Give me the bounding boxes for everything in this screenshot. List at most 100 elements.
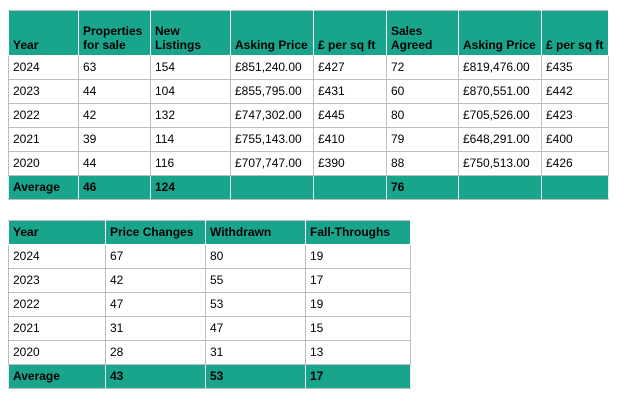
cell-asking-price-2: £870,551.00 [458, 79, 542, 104]
cell-year: 2023 [8, 268, 106, 293]
cell-price-per-sqft: £390 [313, 151, 387, 176]
table-row: 2021 31 47 15 [8, 316, 411, 341]
header-properties-for-sale: Properties for sale [78, 10, 151, 56]
cell-price-per-sqft: £427 [313, 55, 387, 80]
cell-price-changes: 42 [105, 268, 206, 293]
cell-sales-agreed: 72 [386, 55, 459, 80]
cell-avg-properties: 46 [78, 175, 151, 200]
cell-year: 2021 [8, 127, 79, 152]
cell-asking-price: £851,240.00 [230, 55, 314, 80]
header-sales-agreed: Sales Agreed [386, 10, 459, 56]
cell-avg-asking-price [230, 175, 314, 200]
cell-avg-new-listings: 124 [150, 175, 231, 200]
cell-asking-price-2: £705,526.00 [458, 103, 542, 128]
cell-year: 2024 [8, 55, 79, 80]
cell-withdrawn: 80 [205, 244, 306, 269]
cell-price-changes: 31 [105, 316, 206, 341]
cell-price-per-sqft: £431 [313, 79, 387, 104]
cell-price-per-sqft: £410 [313, 127, 387, 152]
header-asking-price: Asking Price [230, 10, 314, 56]
cell-avg-fall-throughs: 17 [305, 364, 411, 389]
property-sales-table: Year Properties for sale New Listings As… [8, 10, 609, 200]
cell-avg-withdrawn: 53 [205, 364, 306, 389]
cell-year: 2022 [8, 103, 79, 128]
cell-price-changes: 47 [105, 292, 206, 317]
cell-sales-agreed: 80 [386, 103, 459, 128]
cell-price-per-sqft-2: £426 [541, 151, 609, 176]
cell-withdrawn: 55 [205, 268, 306, 293]
cell-year: 2021 [8, 316, 106, 341]
cell-asking-price: £755,143.00 [230, 127, 314, 152]
header-year: Year [8, 10, 79, 56]
cell-fall-throughs: 19 [305, 244, 411, 269]
average-row: Average 46 124 76 [8, 175, 609, 200]
cell-new-listings: 154 [150, 55, 231, 80]
table-row: 2022 47 53 19 [8, 292, 411, 317]
cell-fall-throughs: 17 [305, 268, 411, 293]
cell-asking-price: £747,302.00 [230, 103, 314, 128]
cell-average-label: Average [8, 175, 79, 200]
table-row: 2021 39 114 £755,143.00 £410 79 £648,291… [8, 127, 609, 152]
table-row: 2023 44 104 £855,795.00 £431 60 £870,551… [8, 79, 609, 104]
cell-price-changes: 67 [105, 244, 206, 269]
header-price-per-sqft-2: £ per sq ft [541, 10, 609, 56]
header-asking-price-2: Asking Price [458, 10, 542, 56]
cell-avg-price-changes: 43 [105, 364, 206, 389]
cell-withdrawn: 53 [205, 292, 306, 317]
cell-avg-price-per-sqft [313, 175, 387, 200]
market-activity-table: Year Price Changes Withdrawn Fall-Throug… [8, 220, 411, 389]
cell-year: 2024 [8, 244, 106, 269]
cell-properties: 44 [78, 151, 151, 176]
cell-withdrawn: 47 [205, 316, 306, 341]
cell-new-listings: 116 [150, 151, 231, 176]
cell-price-per-sqft-2: £442 [541, 79, 609, 104]
cell-year: 2022 [8, 292, 106, 317]
header-fall-throughs: Fall-Throughs [305, 220, 411, 245]
cell-fall-throughs: 19 [305, 292, 411, 317]
document-page: Year Properties for sale New Listings As… [8, 10, 609, 389]
table-row: 2022 42 132 £747,302.00 £445 80 £705,526… [8, 103, 609, 128]
cell-asking-price-2: £648,291.00 [458, 127, 542, 152]
cell-year: 2023 [8, 79, 79, 104]
cell-sales-agreed: 60 [386, 79, 459, 104]
table-row: 2024 63 154 £851,240.00 £427 72 £819,476… [8, 55, 609, 80]
header-new-listings: New Listings [150, 10, 231, 56]
cell-avg-price-per-sqft-2 [541, 175, 609, 200]
cell-withdrawn: 31 [205, 340, 306, 365]
cell-new-listings: 104 [150, 79, 231, 104]
cell-year: 2020 [8, 151, 79, 176]
cell-avg-asking-price-2 [458, 175, 542, 200]
cell-average-label: Average [8, 364, 106, 389]
cell-sales-agreed: 88 [386, 151, 459, 176]
header-withdrawn: Withdrawn [205, 220, 306, 245]
table-row: 2024 67 80 19 [8, 244, 411, 269]
cell-asking-price: £707,747.00 [230, 151, 314, 176]
average-row: Average 43 53 17 [8, 364, 411, 389]
cell-price-changes: 28 [105, 340, 206, 365]
table-header-row: Year Properties for sale New Listings As… [8, 10, 609, 56]
cell-fall-throughs: 13 [305, 340, 411, 365]
header-year: Year [8, 220, 106, 245]
cell-avg-sales-agreed: 76 [386, 175, 459, 200]
cell-new-listings: 114 [150, 127, 231, 152]
cell-properties: 39 [78, 127, 151, 152]
cell-price-per-sqft: £445 [313, 103, 387, 128]
cell-asking-price-2: £750,513.00 [458, 151, 542, 176]
table-row: 2020 28 31 13 [8, 340, 411, 365]
cell-new-listings: 132 [150, 103, 231, 128]
header-price-per-sqft: £ per sq ft [313, 10, 387, 56]
cell-asking-price-2: £819,476.00 [458, 55, 542, 80]
cell-price-per-sqft-2: £435 [541, 55, 609, 80]
cell-year: 2020 [8, 340, 106, 365]
table-row: 2023 42 55 17 [8, 268, 411, 293]
cell-sales-agreed: 79 [386, 127, 459, 152]
table-header-row: Year Price Changes Withdrawn Fall-Throug… [8, 220, 411, 245]
cell-properties: 42 [78, 103, 151, 128]
cell-price-per-sqft-2: £400 [541, 127, 609, 152]
cell-asking-price: £855,795.00 [230, 79, 314, 104]
cell-price-per-sqft-2: £423 [541, 103, 609, 128]
cell-fall-throughs: 15 [305, 316, 411, 341]
cell-properties: 63 [78, 55, 151, 80]
header-price-changes: Price Changes [105, 220, 206, 245]
cell-properties: 44 [78, 79, 151, 104]
